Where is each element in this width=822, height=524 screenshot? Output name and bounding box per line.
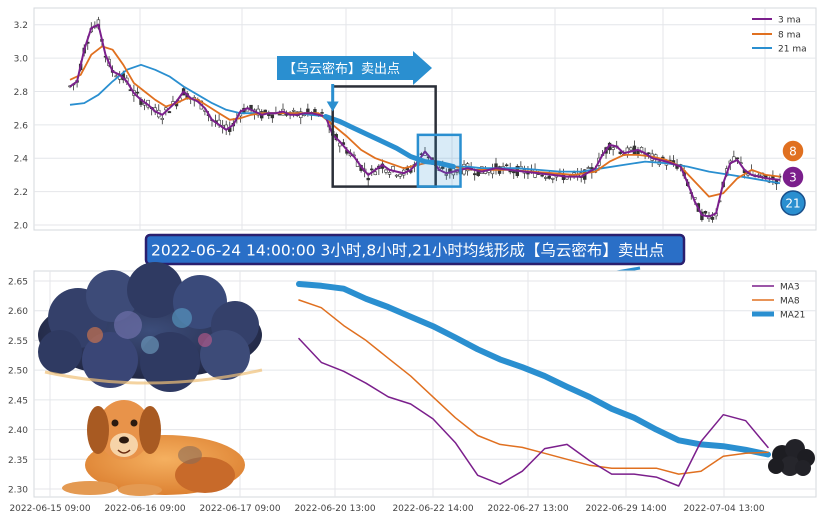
- top-y-axis: 2.0 2.2 2.4 2.6 2.8 3.0 3.2: [14, 21, 29, 231]
- top-line-8ma: [69, 45, 781, 198]
- candle-body: [629, 147, 633, 151]
- top-y-tick-label: 2.2: [14, 188, 28, 198]
- candle-body: [366, 177, 370, 181]
- top-y-tick-label: 2.6: [14, 121, 29, 131]
- candle-body: [160, 117, 164, 120]
- bottom-line-MA8: [298, 299, 769, 475]
- candle-body: [543, 177, 548, 179]
- dark-cloud-illustration: [38, 262, 263, 392]
- candle-body: [611, 147, 615, 150]
- candle-body: [735, 157, 740, 160]
- top-line-21ma-highlight: [323, 114, 456, 170]
- top-y-tick-label: 3.0: [14, 55, 29, 65]
- top-ma-lines: [69, 23, 781, 218]
- legend-label-MA21: MA21: [780, 311, 805, 321]
- top-y-tick-label: 2.0: [14, 221, 29, 231]
- candle-body: [373, 171, 377, 176]
- badge-ma21-circle: [780, 190, 806, 216]
- candle-body: [270, 114, 275, 119]
- legend-label-MA8: MA8: [780, 297, 800, 307]
- top-y-tick-label: 2.4: [14, 155, 29, 165]
- bottom-x-tick-label: 2022-06-15 09:00: [9, 504, 90, 514]
- top-annotations: [326, 84, 462, 188]
- badge-ma3-circle: [781, 165, 805, 189]
- dog-illustration: [62, 400, 245, 496]
- top-y-tick-label: 3.2: [14, 21, 28, 31]
- top-y-tick-label: 2.8: [14, 88, 29, 98]
- candle-body: [504, 164, 509, 167]
- candle-body: [540, 174, 544, 177]
- candle-body: [167, 111, 172, 114]
- top-plot-frame: [33, 7, 817, 231]
- bottom-x-tick-label: 2022-07-04 13:00: [683, 504, 764, 514]
- bottom-y-tick-label: 2.30: [8, 486, 28, 496]
- bottom-line-MA21: [296, 281, 771, 458]
- candle-body: [370, 168, 374, 171]
- bottom-y-tick-label: 2.45: [8, 396, 28, 406]
- candle-body: [384, 169, 388, 173]
- bottom-y-tick-label: 2.55: [8, 337, 28, 347]
- candle-body: [291, 110, 296, 112]
- top-arrow-text: 【乌云密布】卖出点: [283, 61, 400, 77]
- candle-body: [547, 175, 551, 179]
- bottom-y-tick-label: 2.65: [8, 278, 28, 288]
- legend-label-3ma: 3 ma: [778, 16, 801, 26]
- candle-body: [441, 166, 445, 169]
- bottom-y-tick-label: 2.60: [8, 307, 28, 317]
- legend-label-MA3: MA3: [780, 283, 800, 293]
- arrow-right-icon: [277, 51, 432, 85]
- badge-ma21-label: 21: [785, 197, 800, 211]
- sell-point-arrow-label: 【乌云密布】卖出点: [277, 51, 432, 85]
- top-price-panel: 2.0 2.2 2.4 2.6 2.8 3.0 3.2 3 ma 8 ma 21 ma 【乌…: [14, 7, 817, 231]
- badge-ma3-label: 3: [789, 171, 797, 185]
- candle-body: [444, 174, 448, 176]
- candle-body: [398, 173, 402, 177]
- candle-body: [646, 152, 651, 155]
- bottom-x-tick-label: 2022-06-29 14:00: [585, 504, 666, 514]
- candle-body: [472, 173, 477, 176]
- legend-label-8ma: 8 ma: [778, 31, 801, 41]
- bottom-x-tick-label: 2022-06-20 13:00: [294, 504, 375, 514]
- top-line-3ma: [69, 23, 781, 218]
- badge-ma8-circle: [781, 139, 805, 163]
- dark-cloud-box: [331, 85, 437, 188]
- bottom-x-tick-label: 2022-06-17 09:00: [199, 504, 280, 514]
- banner-box: [144, 233, 686, 266]
- banner-text: 2022-06-24 14:00:00 3小时,8小时,21小时均线形成【乌云密…: [151, 242, 664, 260]
- bottom-y-tick-label: 2.50: [8, 367, 28, 377]
- arrow-down-icon: [326, 101, 339, 112]
- signal-banner: 2022-06-24 14:00:00 3小时,8小时,21小时均线形成【乌云密…: [144, 233, 686, 286]
- bottom-line-MA3: [298, 337, 769, 487]
- candle-body: [394, 174, 399, 177]
- bottom-x-axis: 2022-06-15 09:00 2022-06-16 09:00 2022-06-…: [9, 504, 764, 514]
- small-dark-cloud-icon: [768, 439, 815, 476]
- candle-body: [618, 151, 622, 154]
- top-legend: 3 ma 8 ma 21 ma: [752, 16, 807, 55]
- candle-body: [710, 216, 715, 220]
- bottom-ma-lines: [296, 281, 771, 487]
- bottom-ma-panel: 2.30 2.35 2.40 2.45 2.50 2.55 2.60 2.65 2022-06…: [8, 262, 817, 514]
- signal-highlight-box: [416, 133, 462, 188]
- bottom-x-tick-label: 2022-06-27 13:00: [487, 504, 568, 514]
- candle-body: [387, 172, 392, 175]
- bottom-y-tick-label: 2.40: [8, 426, 28, 436]
- candle-body: [703, 211, 708, 214]
- candle-body: [306, 108, 310, 113]
- ma-badges: 8 3 21: [780, 139, 806, 216]
- candle-body: [320, 112, 324, 114]
- bottom-x-tick-label: 2022-06-22 14:00: [392, 504, 473, 514]
- candle-body: [512, 171, 516, 174]
- bottom-x-tick-label: 2022-06-16 09:00: [104, 504, 185, 514]
- top-grid: [34, 8, 816, 230]
- bottom-legend: MA3 MA8 MA21: [752, 283, 805, 321]
- badge-ma8-label: 8: [789, 145, 797, 159]
- legend-label-21ma: 21 ma: [778, 45, 807, 55]
- candle-body: [135, 91, 140, 94]
- bottom-y-tick-label: 2.35: [8, 456, 28, 466]
- bottom-y-axis: 2.30 2.35 2.40 2.45 2.50 2.55 2.60 2.65: [8, 278, 28, 496]
- candle-body: [586, 167, 591, 169]
- candle-body: [551, 178, 555, 180]
